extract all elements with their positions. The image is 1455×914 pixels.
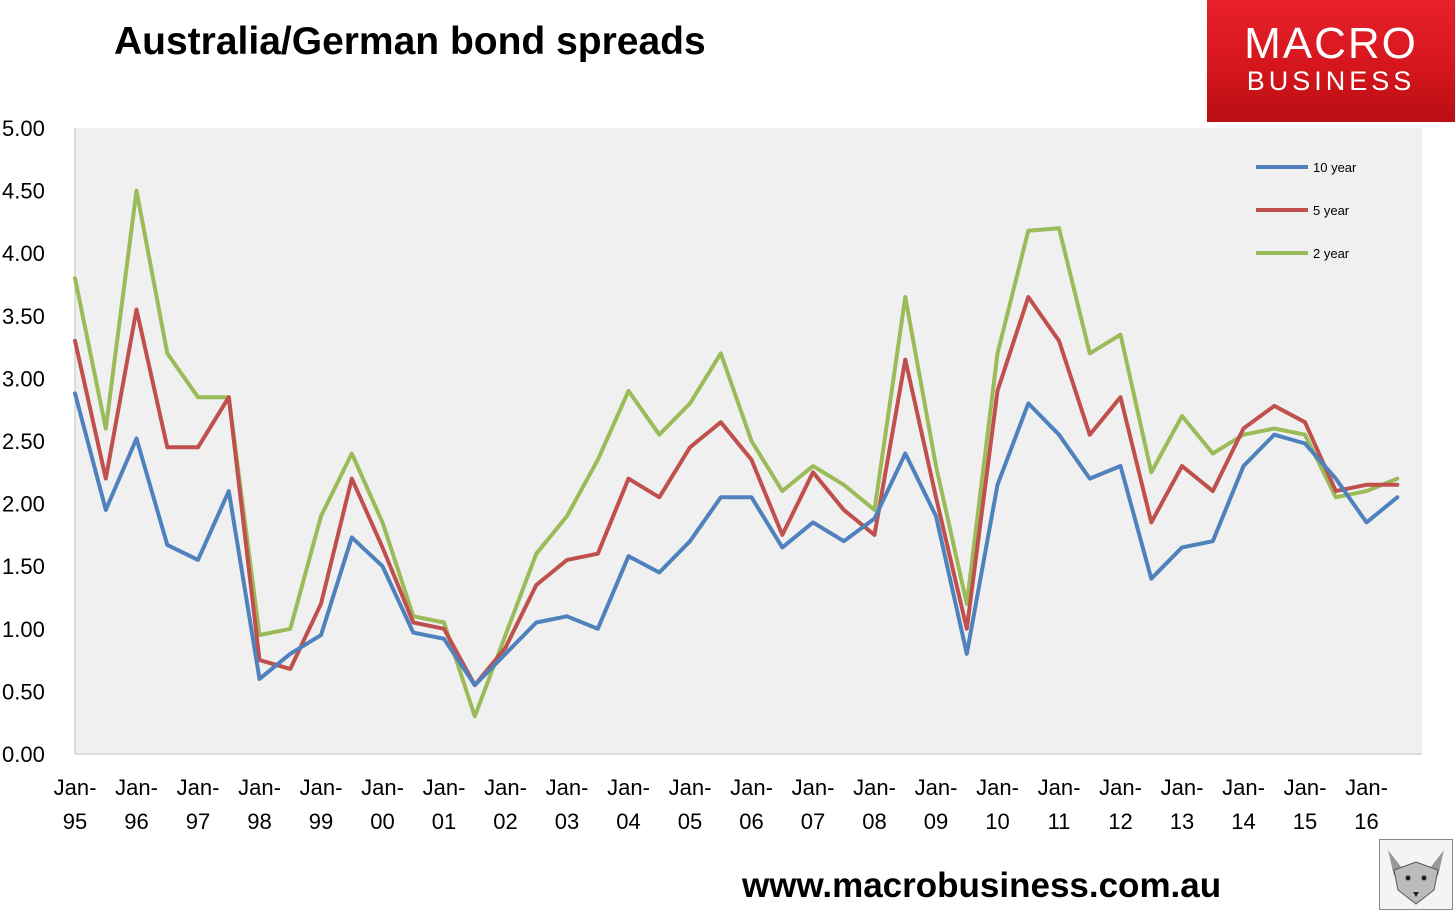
series-lines: [73, 188, 1400, 719]
y-tick-label: 2.50: [2, 429, 45, 454]
x-tick-label: Jan-: [54, 775, 97, 800]
x-tick-label: 96: [124, 809, 148, 834]
series-line-2-year: [73, 188, 1400, 719]
x-tick-label: Jan-: [792, 775, 835, 800]
x-tick-label: 01: [432, 809, 456, 834]
x-tick-label: 03: [555, 809, 579, 834]
x-tick-label: Jan-: [1222, 775, 1265, 800]
plot-area: [75, 128, 1422, 754]
x-tick-label: 13: [1170, 809, 1194, 834]
x-tick-label: 00: [370, 809, 394, 834]
x-tick-label: 98: [247, 809, 271, 834]
y-axis-ticks: 0.00 0.50 1.00 1.50 2.00 2.50 3.00 3.50 4.00 4.50…: [2, 116, 45, 767]
y-tick-label: 0.50: [2, 679, 45, 704]
x-tick-label: 04: [616, 809, 640, 834]
y-tick-label: 3.50: [2, 304, 45, 329]
x-tick-label: Jan-: [238, 775, 281, 800]
x-tick-label: 07: [801, 809, 825, 834]
legend-label: 5 year: [1313, 203, 1350, 218]
logo-line1: MACRO: [1244, 19, 1418, 68]
x-tick-label: Jan-: [607, 775, 650, 800]
x-tick-label: Jan-: [423, 775, 466, 800]
y-tick-label: 4.50: [2, 179, 45, 204]
x-tick-label: Jan-: [915, 775, 958, 800]
x-tick-label: 05: [678, 809, 702, 834]
x-tick-label: 08: [862, 809, 886, 834]
x-tick-label: Jan-: [484, 775, 527, 800]
x-tick-label: Jan-: [546, 775, 589, 800]
x-tick-label: Jan-: [730, 775, 773, 800]
y-tick-label: 0.00: [2, 742, 45, 767]
macrobusiness-logo[interactable]: MACRO BUSINESS: [1207, 0, 1455, 122]
x-tick-label: 12: [1108, 809, 1132, 834]
fox-logo-icon: [1379, 839, 1453, 910]
x-tick-label: 14: [1231, 809, 1255, 834]
legend-label: 10 year: [1313, 160, 1357, 175]
chart-title: Australia/German bond spreads: [114, 20, 706, 63]
y-tick-label: 4.00: [2, 241, 45, 266]
x-tick-label: Jan-: [300, 775, 343, 800]
x-tick-label: Jan-: [976, 775, 1019, 800]
y-tick-label: 1.50: [2, 554, 45, 579]
legend: 10 year 5 year 2 year: [1256, 160, 1357, 261]
y-tick-label: 3.00: [2, 366, 45, 391]
x-tick-label: 10: [985, 809, 1009, 834]
x-tick-label: Jan-: [1099, 775, 1142, 800]
x-axis-ticks: Jan- 95 Jan- 96 Jan- 97 Jan- 98 Jan- 99 Jan- 00 Jan-…: [54, 775, 1388, 834]
x-tick-label: Jan-: [853, 775, 896, 800]
legend-label: 2 year: [1313, 246, 1350, 261]
series-line-10-year: [73, 391, 1400, 688]
y-tick-label: 1.00: [2, 617, 45, 642]
series-line-5-year: [73, 295, 1400, 688]
x-tick-label: 06: [739, 809, 763, 834]
x-tick-label: 15: [1293, 809, 1317, 834]
x-tick-label: Jan-: [1345, 775, 1388, 800]
x-tick-label: Jan-: [177, 775, 220, 800]
x-tick-label: Jan-: [1284, 775, 1327, 800]
x-tick-label: 02: [493, 809, 517, 834]
y-tick-label: 5.00: [2, 116, 45, 141]
x-tick-label: Jan-: [669, 775, 712, 800]
x-tick-label: Jan-: [361, 775, 404, 800]
x-tick-label: 99: [309, 809, 333, 834]
footer-url[interactable]: www.macrobusiness.com.au: [742, 866, 1222, 905]
x-tick-label: 97: [186, 809, 210, 834]
x-tick-label: 16: [1354, 809, 1378, 834]
x-tick-label: 11: [1048, 809, 1071, 834]
logo-line2: BUSINESS: [1246, 66, 1416, 96]
y-tick-label: 2.00: [2, 492, 45, 517]
x-tick-label: 95: [63, 809, 87, 834]
x-tick-label: Jan-: [1161, 775, 1204, 800]
x-tick-label: Jan-: [1038, 775, 1081, 800]
x-tick-label: Jan-: [115, 775, 158, 800]
x-tick-label: 09: [924, 809, 948, 834]
